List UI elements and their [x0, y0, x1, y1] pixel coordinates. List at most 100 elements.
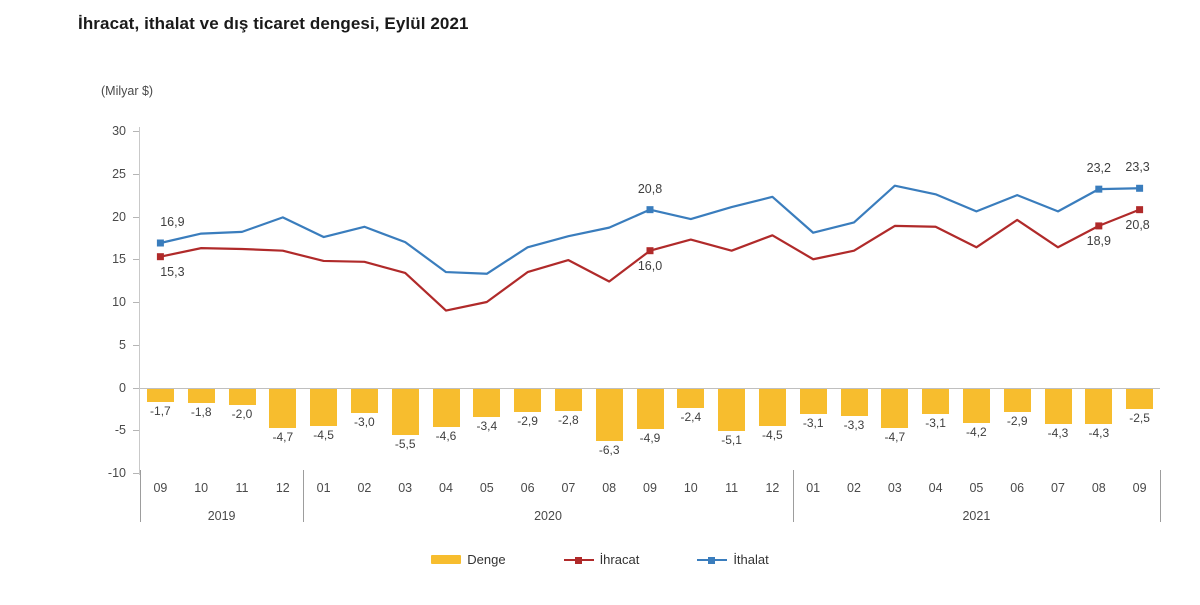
- bar-value-label: -3,1: [925, 416, 946, 430]
- x-tick-label: 08: [602, 481, 617, 495]
- bar: [1126, 387, 1154, 409]
- year-separator: [792, 470, 794, 522]
- bar: [514, 387, 542, 413]
- bar: [146, 387, 174, 403]
- x-tick-label: 03: [887, 481, 902, 495]
- x-tick-label: 09: [1132, 481, 1147, 495]
- x-tick-label: 03: [398, 481, 413, 495]
- bar: [350, 387, 378, 414]
- x-tick-label: 01: [806, 481, 821, 495]
- year-separator: [303, 470, 305, 522]
- year-separator: [140, 470, 141, 522]
- legend-item[interactable]: İthalat: [697, 552, 769, 567]
- year-group-label: 2019: [207, 509, 236, 523]
- bar-value-label: -2,8: [558, 413, 579, 428]
- bar-value-label: -4,6: [435, 428, 457, 443]
- bar: [228, 387, 256, 405]
- y-tick-mark: [133, 344, 139, 346]
- bar: [432, 387, 460, 427]
- bar-value-label: -2,0: [231, 406, 253, 421]
- data-point-marker: [156, 253, 164, 261]
- bar: [677, 387, 705, 409]
- bar-value-label: -3,0: [354, 415, 375, 430]
- point-value-label: 18,9: [1086, 233, 1111, 248]
- bar: [758, 387, 786, 426]
- bar-value-label: -4,5: [762, 427, 783, 442]
- y-tick-label: 0: [119, 380, 126, 395]
- bar: [391, 387, 419, 435]
- bar: [962, 387, 990, 424]
- axis-unit-label: (Milyar $): [101, 84, 154, 98]
- bar-value-label: -4,5: [313, 427, 334, 442]
- y-tick-mark: [133, 173, 139, 175]
- point-value-label: 20,8: [637, 181, 663, 196]
- data-point-marker: [1136, 206, 1144, 214]
- y-tick-mark: [133, 131, 139, 132]
- point-value-label: 23,3: [1125, 160, 1150, 175]
- data-point-marker: [1136, 184, 1144, 192]
- bar: [922, 387, 950, 414]
- legend-swatch-line-icon: [563, 555, 594, 565]
- bar-value-label: -2,9: [517, 414, 538, 429]
- bar: [1044, 387, 1072, 425]
- x-tick-label: 11: [235, 481, 249, 495]
- bar: [554, 387, 582, 412]
- year-group-label: 2021: [962, 509, 991, 523]
- data-point-marker: [1095, 185, 1103, 193]
- y-tick-mark: [133, 430, 139, 432]
- bar: [799, 387, 827, 414]
- bar: [718, 387, 746, 432]
- bar-value-label: -5,5: [394, 436, 416, 451]
- legend-item-label: İthalat: [733, 552, 769, 567]
- bar-value-label: -4,7: [272, 429, 294, 444]
- bar-value-label: -4,7: [884, 429, 906, 444]
- y-tick-label: 5: [119, 337, 126, 352]
- bar-value-label: -4,3: [1047, 426, 1069, 441]
- point-value-label: 15,3: [160, 264, 185, 279]
- y-tick-mark: [133, 387, 139, 389]
- x-tick-label: 10: [194, 481, 209, 495]
- y-axis-line: [139, 127, 140, 475]
- bar: [187, 387, 215, 403]
- x-tick-label: 06: [520, 481, 535, 495]
- point-value-label: 16,0: [637, 258, 663, 273]
- bar-value-label: -3,4: [476, 418, 498, 433]
- bar-value-label: -3,3: [843, 417, 865, 432]
- bar: [881, 387, 909, 428]
- bar: [310, 387, 338, 426]
- year-group-label: 2020: [534, 509, 562, 523]
- year-separator: [1160, 470, 1161, 522]
- legend-item[interactable]: İhracat: [563, 552, 640, 567]
- data-point-marker: [646, 206, 654, 214]
- data-point-marker: [1095, 222, 1103, 230]
- point-value-label: 16,9: [160, 215, 185, 229]
- legend-item[interactable]: Denge: [431, 552, 506, 567]
- x-tick-label: 04: [439, 481, 453, 495]
- y-tick-label: 30: [112, 124, 126, 138]
- x-tick-label: 05: [479, 481, 494, 495]
- y-tick-label: -10: [107, 466, 126, 480]
- x-tick-label: 12: [765, 481, 780, 495]
- point-value-label: 20,8: [1125, 217, 1150, 232]
- bar-value-label: -5,1: [721, 433, 742, 448]
- y-tick-mark: [133, 216, 139, 218]
- y-tick-mark: [133, 302, 139, 303]
- bar: [269, 387, 297, 428]
- x-tick-label: 09: [153, 481, 168, 495]
- x-tick-label: 02: [847, 481, 861, 495]
- legend-item-label: İhracat: [599, 552, 640, 567]
- legend-swatch-bar-icon: [431, 555, 462, 564]
- y-tick-mark: [133, 259, 139, 261]
- bar-value-label: -2,4: [680, 410, 702, 425]
- point-value-label: 23,2: [1086, 161, 1111, 176]
- bar: [595, 387, 623, 442]
- legend-swatch-line-icon: [697, 555, 728, 565]
- x-tick-label: 08: [1091, 481, 1106, 495]
- x-tick-label: 05: [969, 481, 984, 495]
- x-tick-label: 07: [561, 481, 576, 495]
- chart-legend: Denge İhracat İthalat: [0, 552, 1200, 567]
- data-point-marker: [156, 239, 164, 247]
- bar: [1003, 387, 1031, 413]
- bar-value-label: -4,3: [1088, 426, 1110, 441]
